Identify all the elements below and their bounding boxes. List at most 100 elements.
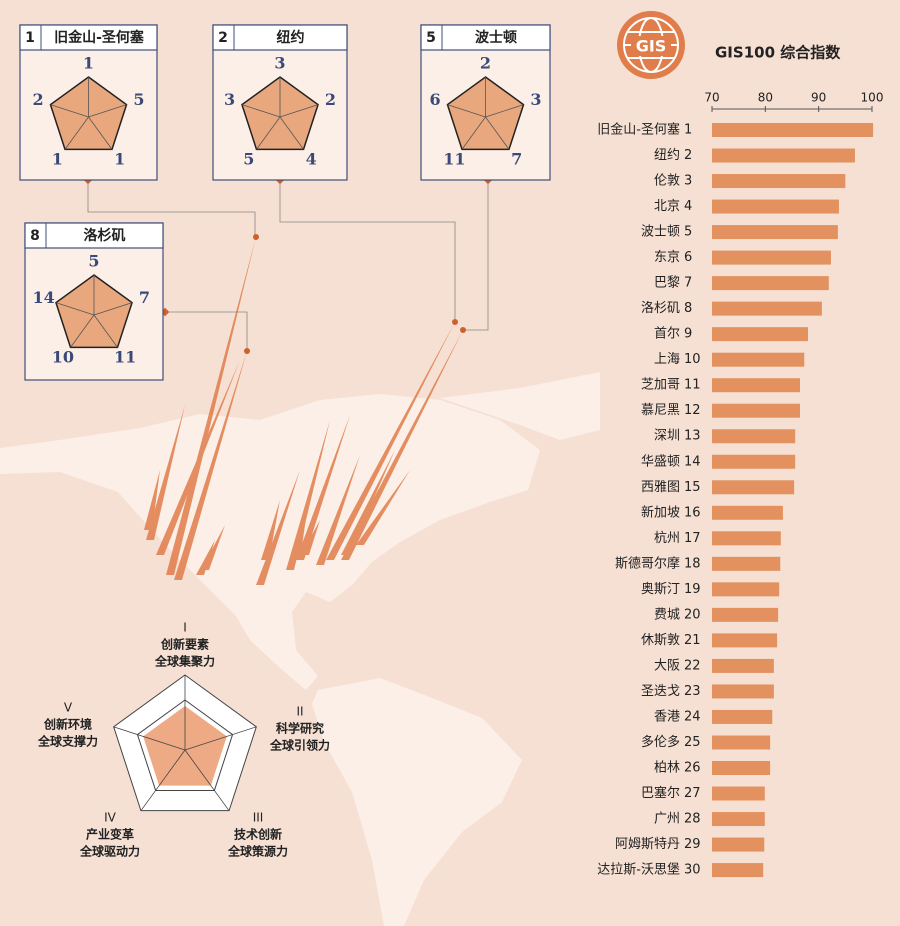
rank-label: 19 bbox=[684, 582, 701, 597]
dimension-rank: 5 bbox=[243, 149, 254, 168]
bar bbox=[712, 863, 764, 878]
dimension-rank: 4 bbox=[306, 149, 317, 168]
category-label: 多伦多 bbox=[641, 734, 680, 750]
bar bbox=[712, 250, 831, 265]
radar-spoke bbox=[279, 116, 304, 150]
radar-spoke bbox=[93, 302, 133, 316]
category-label: 旧金山-圣何塞 bbox=[597, 122, 680, 138]
radar-spoke bbox=[88, 104, 127, 118]
rank-label: 7 bbox=[684, 276, 692, 291]
spike bbox=[316, 455, 360, 565]
category-label: 洛杉矶 bbox=[641, 301, 680, 316]
category-label: 芝加哥 bbox=[641, 377, 680, 393]
category-label: 慕尼黑 bbox=[641, 403, 680, 418]
card-rank: 5 bbox=[426, 30, 436, 46]
category-label: 休斯敦 bbox=[641, 632, 680, 648]
bar bbox=[712, 531, 781, 546]
rank-label: 14 bbox=[684, 454, 701, 469]
radar-spoke bbox=[70, 314, 95, 348]
spike bbox=[356, 470, 410, 545]
rank-label: 16 bbox=[684, 505, 701, 520]
dimension-label: 创新要素 bbox=[160, 637, 209, 652]
rank-label: 22 bbox=[684, 658, 701, 673]
chart-title: GIS100 综合指数 bbox=[715, 44, 841, 62]
dimension-label: 产业变革 bbox=[86, 827, 134, 842]
bar bbox=[712, 378, 800, 393]
dimension-label: 全球策源力 bbox=[227, 844, 288, 859]
dimension-rank: 6 bbox=[430, 90, 441, 109]
bar bbox=[712, 174, 846, 189]
bar bbox=[712, 556, 781, 571]
card-name: 洛杉矶 bbox=[84, 227, 126, 244]
rank-label: 27 bbox=[684, 786, 701, 801]
rank-label: 11 bbox=[684, 378, 701, 393]
rank-label: 26 bbox=[684, 761, 701, 776]
card-name: 波士顿 bbox=[475, 29, 517, 46]
dimension-rank: 3 bbox=[274, 54, 285, 73]
spike bbox=[144, 470, 160, 530]
dimension-rank: 11 bbox=[114, 347, 136, 366]
category-label: 波士顿 bbox=[641, 225, 680, 240]
dimension-rank: 11 bbox=[443, 149, 465, 168]
legend-spoke bbox=[140, 749, 186, 811]
card-name: 旧金山-圣何塞 bbox=[54, 29, 145, 46]
category-label: 西雅图 bbox=[641, 480, 680, 495]
bar bbox=[712, 633, 778, 648]
rank-label: 28 bbox=[684, 812, 701, 827]
category-label: 上海 bbox=[654, 352, 680, 367]
dimension-rank: 1 bbox=[52, 149, 63, 168]
category-label: 东京 bbox=[654, 250, 680, 265]
dimension-rank: 2 bbox=[33, 90, 44, 109]
spike bbox=[341, 450, 395, 555]
card-rank: 2 bbox=[218, 30, 228, 46]
bar bbox=[712, 582, 780, 597]
card-name: 纽约 bbox=[277, 29, 305, 46]
dimension-label: 全球集聚力 bbox=[154, 654, 215, 669]
bar bbox=[712, 684, 774, 699]
rank-label: 20 bbox=[684, 607, 701, 622]
spike bbox=[146, 405, 185, 540]
rank-label: 10 bbox=[684, 352, 701, 367]
category-label: 北京 bbox=[654, 199, 680, 214]
bar bbox=[712, 199, 839, 214]
dimension-numeral: I bbox=[183, 621, 187, 635]
category-label: 达拉斯-沃思堡 bbox=[597, 862, 680, 878]
bar bbox=[712, 607, 779, 622]
category-label: 广州 bbox=[654, 812, 680, 827]
card-header bbox=[24, 222, 164, 249]
legend-middle bbox=[136, 699, 234, 791]
bar bbox=[712, 761, 771, 775]
bar bbox=[712, 480, 795, 495]
category-label: 纽约 bbox=[654, 148, 680, 163]
rank-label: 8 bbox=[684, 301, 692, 316]
legend-spoke bbox=[113, 726, 186, 751]
spike bbox=[174, 351, 247, 580]
category-label: 华盛顿 bbox=[641, 454, 680, 469]
rank-label: 17 bbox=[684, 531, 701, 546]
category-label: 奥斯汀 bbox=[641, 582, 680, 597]
dimension-rank: 2 bbox=[480, 54, 491, 73]
bar bbox=[712, 403, 800, 418]
x-tick-label: 70 bbox=[704, 91, 719, 105]
card-header bbox=[19, 24, 158, 51]
radar-spoke bbox=[447, 104, 486, 118]
bar bbox=[712, 837, 765, 852]
rank-label: 15 bbox=[684, 480, 701, 495]
dimension-rank: 10 bbox=[52, 347, 74, 366]
logo-text: GIS bbox=[636, 37, 667, 56]
card-header bbox=[212, 24, 348, 51]
category-label: 斯德哥尔摩 bbox=[615, 555, 680, 571]
spike bbox=[196, 540, 215, 575]
spike bbox=[301, 520, 320, 555]
radar-spoke bbox=[461, 116, 486, 150]
radar-spoke bbox=[485, 104, 524, 118]
rank-label: 4 bbox=[684, 199, 692, 214]
spike bbox=[292, 490, 310, 560]
category-label: 巴塞尔 bbox=[641, 785, 680, 801]
rank-label: 3 bbox=[684, 174, 692, 189]
category-label: 深圳 bbox=[654, 429, 680, 444]
x-tick-label: 90 bbox=[811, 91, 826, 105]
dimension-label: 科学研究 bbox=[276, 721, 324, 736]
radar-spoke bbox=[50, 104, 89, 118]
category-label: 巴黎 bbox=[654, 276, 680, 291]
